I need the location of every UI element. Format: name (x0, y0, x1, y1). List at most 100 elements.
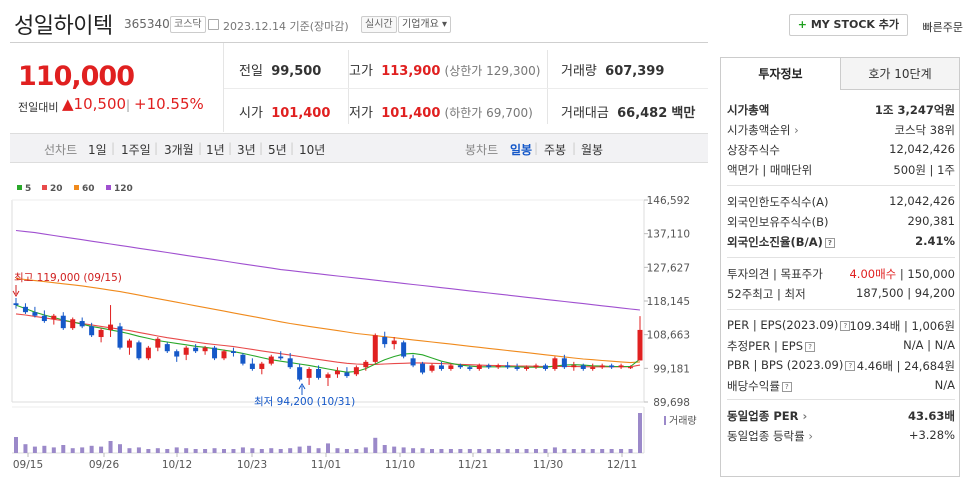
volume-bar (534, 449, 538, 453)
volume-bar (420, 448, 425, 453)
company-name[interactable]: 성일하이텍 (14, 14, 113, 39)
realtime-badge[interactable]: 실시간 (361, 16, 397, 33)
candle (353, 367, 359, 375)
period-5y[interactable]: 5년 (268, 143, 287, 157)
period-weekly[interactable]: 주봉 (544, 143, 567, 157)
quote-low-value: 101,400 (381, 106, 441, 121)
divider (727, 257, 955, 258)
quick-order-link[interactable]: 빠른주문 (922, 21, 963, 34)
help-icon[interactable]: ? (805, 342, 816, 352)
invest-row-value: 12,042,426 (889, 142, 955, 156)
x-tick-label: 11/30 (533, 459, 563, 471)
candle (486, 365, 492, 368)
invest-row-label: PER | EPS(2023.09)? (727, 318, 851, 332)
candle (221, 351, 227, 359)
period-3y[interactable]: 3년 (237, 143, 256, 157)
volume-bar (51, 447, 56, 453)
invest-row[interactable]: 외국인소진율(B/A)? 2.41% (727, 234, 955, 252)
stock-header: 성일하이텍 365340 코스닥 2023.12.14 기준(장마감) 실시간 … (0, 0, 977, 48)
candle (89, 326, 95, 336)
volume-bar (250, 448, 255, 453)
invest-row[interactable]: 동일업종 PER › 43.63배 (727, 408, 955, 426)
quote-high-value: 113,900 (381, 64, 441, 79)
candle (79, 321, 85, 327)
quote-open-label: 시가 (239, 106, 263, 121)
invest-row: 외국인보유주식수(B) 290,381 (727, 214, 955, 232)
volume-bar (89, 445, 94, 453)
volume-bar (609, 449, 614, 453)
candle-chart[interactable]: 거래량 146,592 137,110 127,627 118,145 108,663 9… (0, 190, 710, 485)
candle (410, 358, 416, 366)
invest-row-label: 시가총액순위 › (727, 123, 799, 137)
candle (476, 365, 482, 369)
invest-row-label: 동일업종 등락률 › (727, 429, 813, 443)
help-icon[interactable]: ? (781, 382, 792, 392)
invest-row-value: 500원 | 1주 (893, 163, 955, 177)
invest-row[interactable]: 배당수익률? N/A (727, 378, 955, 396)
invest-row[interactable]: 시가총액순위 › 코스닥 38위 (727, 122, 955, 140)
chevron-right-icon: › (798, 409, 808, 423)
period-1d[interactable]: 1일 (88, 143, 107, 157)
line-chart-label: 선차트 (44, 143, 78, 157)
invest-row[interactable]: 추정PER | EPS? N/A | N/A (727, 338, 955, 356)
invest-row: 외국인한도주식수(A) 12,042,426 (727, 194, 955, 212)
price-diff-value: 10,500 (73, 95, 127, 113)
help-icon[interactable]: ? (840, 321, 851, 331)
volume-bar (80, 447, 85, 453)
divider (547, 50, 548, 124)
candle (108, 324, 114, 330)
candle (401, 342, 407, 357)
mystock-add-button[interactable]: + MY STOCK 추가 (788, 14, 908, 36)
period-1w[interactable]: 1주일 (121, 143, 151, 157)
volume-bar (448, 449, 453, 453)
candle (164, 344, 170, 352)
invest-row-label: 동일업종 PER › (727, 409, 808, 423)
help-icon[interactable]: ? (824, 238, 835, 248)
company-info-button[interactable]: 기업개요 ▾ (398, 16, 452, 33)
invest-row-label: 52주최고 | 최저 (727, 287, 806, 301)
volume-bar (184, 448, 189, 453)
chart-grid (11, 199, 645, 403)
up-triangle-icon: ▲ (62, 95, 74, 113)
volume-bar (23, 444, 28, 453)
separator: | (198, 141, 203, 155)
period-10y[interactable]: 10년 (299, 143, 326, 157)
market-badge: 코스닥 (170, 16, 206, 33)
candle (230, 351, 236, 353)
period-monthly[interactable]: 월봉 (581, 143, 604, 157)
legend-ma60: 60 (74, 184, 95, 194)
chevron-right-icon: › (804, 429, 813, 443)
period-3m[interactable]: 3개월 (164, 143, 194, 157)
candle (505, 365, 511, 368)
quote-prev: 전일 99,500 (239, 60, 321, 79)
invest-row[interactable]: 동일업종 등락률 › +3.28% (727, 428, 955, 446)
invest-row-value: 4.46배 | 24,684원 (856, 359, 955, 373)
ma120-line (15, 229, 641, 311)
ma20-line (15, 313, 641, 368)
tab-invest-info[interactable]: 투자정보 (721, 58, 840, 90)
period-daily[interactable]: 일봉 (510, 143, 533, 157)
volume-bar (269, 448, 274, 453)
invest-row[interactable]: PBR | BPS (2023.09)? 4.46배 | 24,684원 (727, 358, 955, 376)
candle (174, 351, 180, 357)
candle (420, 363, 426, 373)
invest-row-value: 43.63배 (908, 409, 955, 423)
invest-row[interactable]: PER | EPS(2023.09)? 109.34배 | 1,006원 (727, 318, 955, 336)
candle (344, 372, 350, 377)
candle (22, 306, 28, 313)
separator: | (290, 141, 295, 155)
volume-bar (212, 448, 217, 453)
candle (136, 342, 142, 359)
help-icon[interactable]: ? (845, 361, 856, 371)
invest-row-value: N/A (934, 378, 955, 392)
legend-swatch (74, 185, 79, 190)
candle (363, 361, 369, 368)
tab-orderbook[interactable]: 호가 10단계 (840, 58, 959, 90)
candle (429, 365, 435, 371)
period-1y[interactable]: 1년 (206, 143, 225, 157)
candle (268, 356, 274, 364)
invest-row: 상장주식수 12,042,426 (727, 142, 955, 160)
quote-amount-value: 66,482 (617, 106, 668, 121)
quote-volume-value: 607,399 (605, 64, 665, 79)
divider (10, 42, 708, 43)
